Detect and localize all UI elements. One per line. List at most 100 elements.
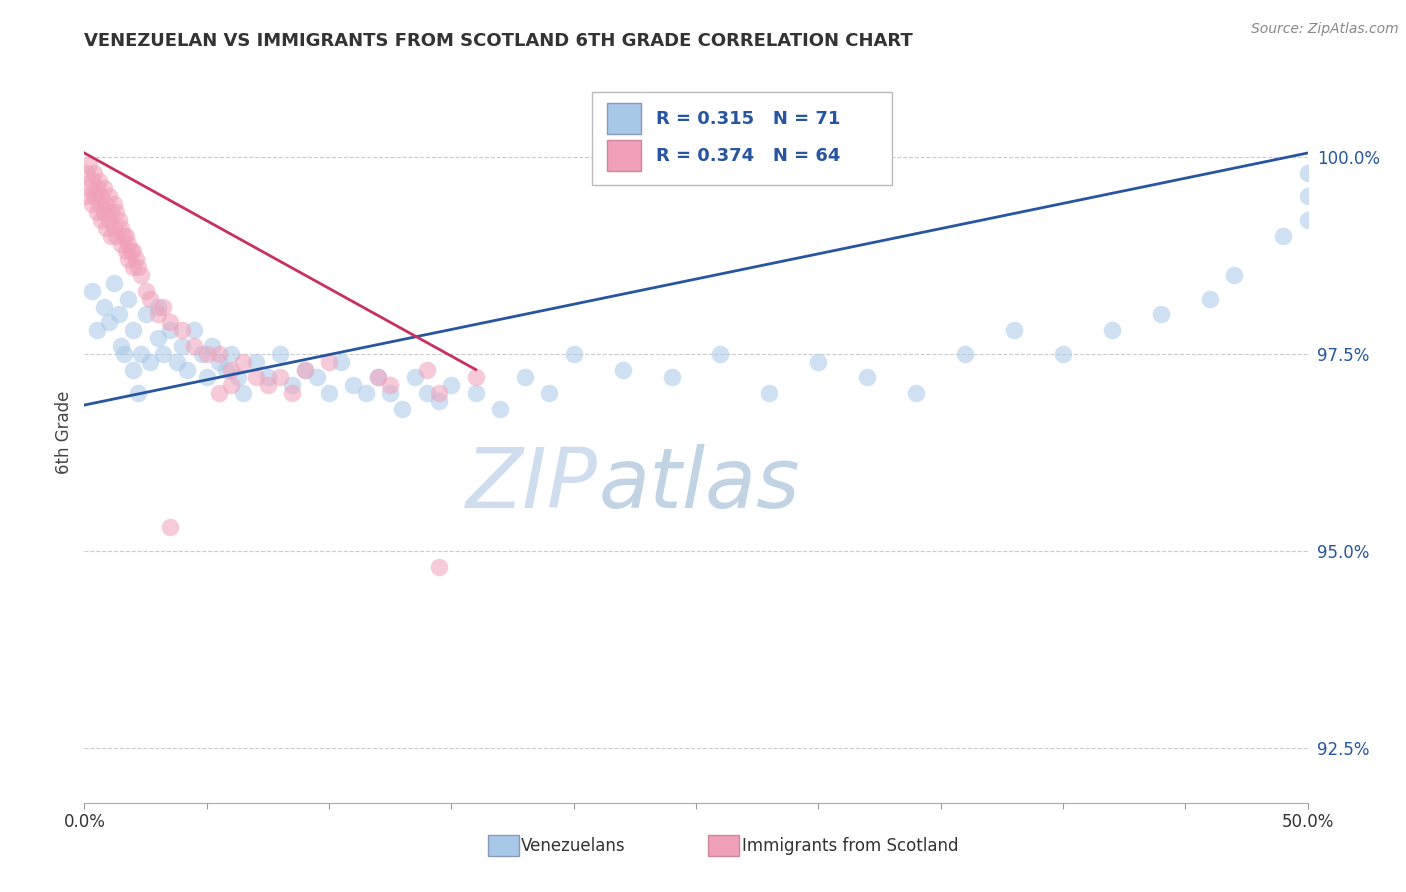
Point — [112, 228, 135, 243]
Point — [318, 355, 340, 369]
FancyBboxPatch shape — [592, 92, 891, 185]
Point — [709, 347, 731, 361]
Point — [76, 166, 98, 180]
Point — [166, 355, 188, 369]
Point — [342, 378, 364, 392]
Point — [1296, 189, 1319, 203]
Point — [538, 386, 561, 401]
Text: Venezuelans: Venezuelans — [522, 837, 626, 855]
Point — [103, 197, 125, 211]
Point — [117, 252, 139, 267]
Text: R = 0.374   N = 64: R = 0.374 N = 64 — [655, 146, 839, 165]
Point — [122, 362, 145, 376]
Point — [105, 205, 128, 219]
Point — [661, 370, 683, 384]
Point — [953, 347, 976, 361]
Point — [77, 181, 100, 195]
Point — [139, 355, 162, 369]
Bar — [709, 836, 738, 856]
Point — [127, 260, 149, 275]
Text: Immigrants from Scotland: Immigrants from Scotland — [742, 837, 959, 855]
Point — [159, 323, 181, 337]
Point — [416, 386, 439, 401]
Point — [1272, 228, 1295, 243]
Point — [100, 228, 122, 243]
Point — [110, 236, 132, 251]
Point — [139, 292, 162, 306]
Point — [86, 181, 108, 195]
Point — [380, 378, 402, 392]
Point — [1198, 292, 1220, 306]
Point — [90, 189, 112, 203]
Point — [427, 386, 450, 401]
Point — [115, 244, 138, 259]
Point — [1052, 347, 1074, 361]
Point — [269, 370, 291, 384]
Point — [367, 370, 389, 384]
Point — [200, 339, 222, 353]
Point — [146, 308, 169, 322]
Point — [281, 386, 304, 401]
Point — [245, 355, 267, 369]
Point — [380, 386, 402, 401]
Point — [513, 370, 536, 384]
Point — [269, 347, 291, 361]
Point — [281, 378, 304, 392]
Point — [183, 339, 205, 353]
Point — [110, 220, 132, 235]
Point — [86, 205, 108, 219]
Point — [96, 220, 118, 235]
Point — [195, 370, 218, 384]
Point — [208, 347, 231, 361]
Point — [1150, 308, 1173, 322]
Point — [120, 244, 142, 259]
Point — [318, 386, 340, 401]
Point — [135, 284, 157, 298]
Text: atlas: atlas — [598, 444, 800, 525]
Point — [115, 228, 138, 243]
Point — [146, 300, 169, 314]
Point — [90, 213, 112, 227]
Point — [245, 370, 267, 384]
Point — [76, 189, 98, 203]
Point — [562, 347, 585, 361]
Point — [117, 236, 139, 251]
Point — [110, 339, 132, 353]
Point — [77, 158, 100, 172]
Point — [93, 205, 115, 219]
Text: VENEZUELAN VS IMMIGRANTS FROM SCOTLAND 6TH GRADE CORRELATION CHART: VENEZUELAN VS IMMIGRANTS FROM SCOTLAND 6… — [84, 32, 912, 50]
Point — [856, 370, 879, 384]
Point — [232, 355, 254, 369]
Point — [80, 284, 103, 298]
Point — [176, 362, 198, 376]
Point — [122, 260, 145, 275]
Point — [146, 331, 169, 345]
Point — [97, 213, 120, 227]
Point — [87, 197, 110, 211]
Point — [159, 520, 181, 534]
Y-axis label: 6th Grade: 6th Grade — [55, 391, 73, 475]
Point — [83, 189, 105, 203]
Point — [122, 244, 145, 259]
Point — [135, 308, 157, 322]
Point — [612, 362, 634, 376]
Point — [125, 252, 148, 267]
Point — [1296, 213, 1319, 227]
Point — [122, 323, 145, 337]
Point — [112, 347, 135, 361]
Point — [159, 315, 181, 329]
Point — [97, 189, 120, 203]
Point — [105, 228, 128, 243]
Point — [305, 370, 328, 384]
Point — [172, 339, 194, 353]
Point — [93, 181, 115, 195]
Point — [391, 402, 413, 417]
Point — [191, 347, 214, 361]
Point — [129, 268, 152, 282]
Point — [489, 402, 512, 417]
Point — [208, 355, 231, 369]
Point — [129, 347, 152, 361]
Point — [183, 323, 205, 337]
Point — [86, 323, 108, 337]
Point — [228, 370, 250, 384]
